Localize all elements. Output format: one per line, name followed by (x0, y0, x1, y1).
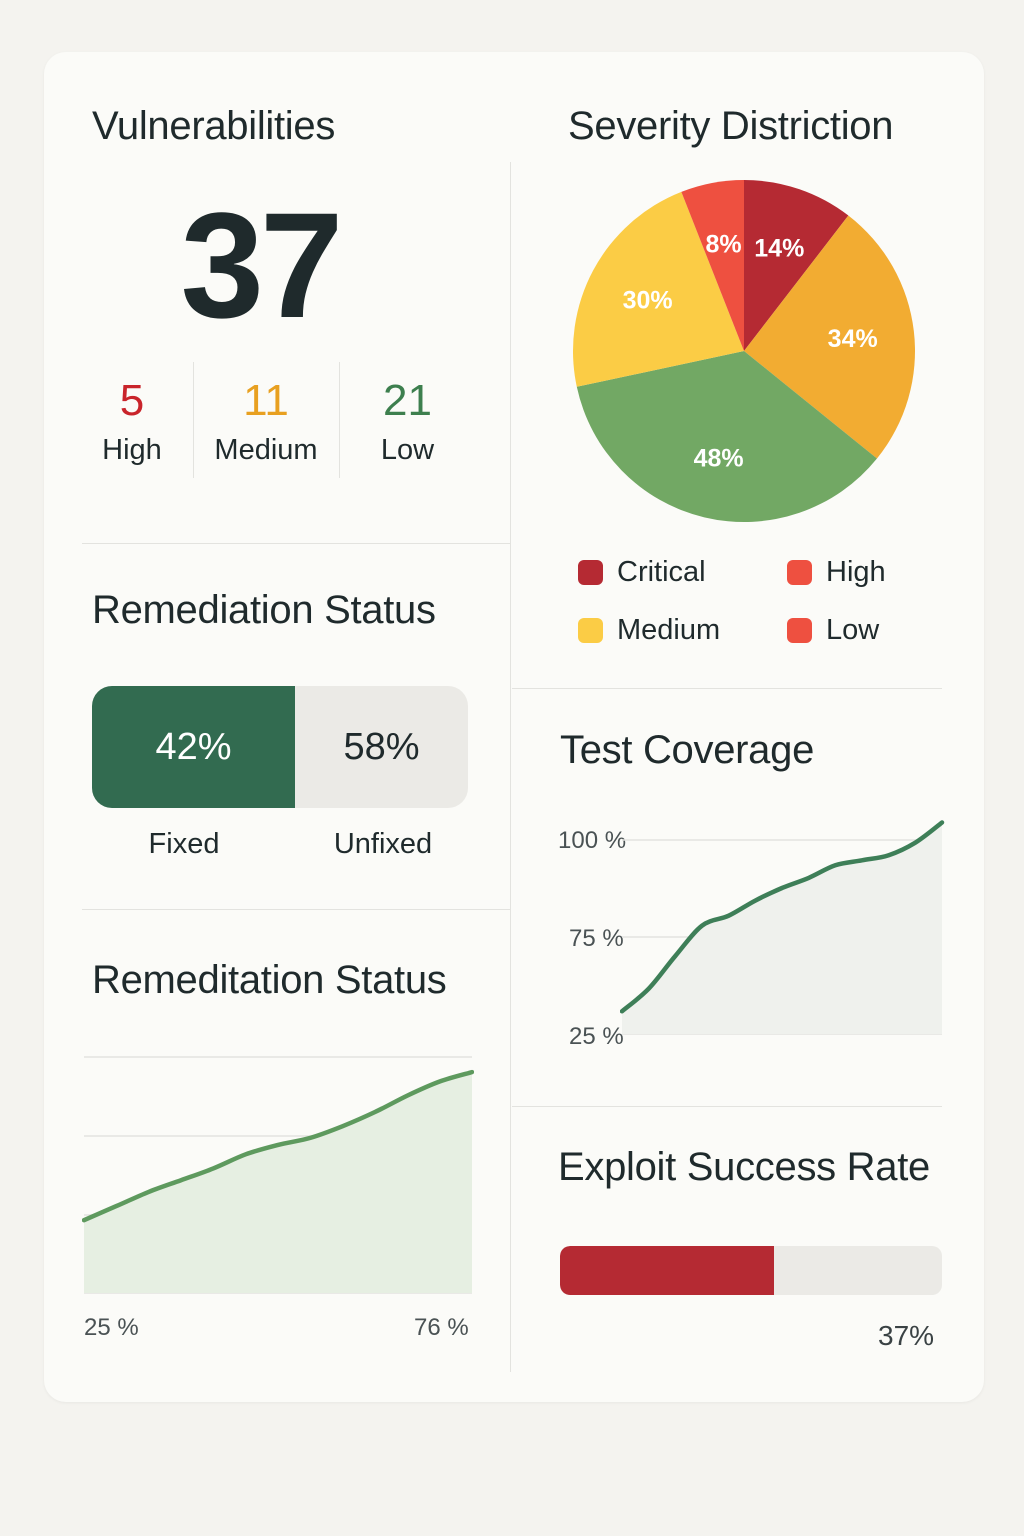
legend-medium: Medium (578, 614, 720, 647)
coverage-y-label-25: 25 % (569, 1023, 624, 1050)
exploit-success-value: 37% (878, 1320, 935, 1351)
legend-critical-label: Critical (617, 556, 706, 588)
severity-pie-chart: 14% 34% 48% 30% 8% (572, 180, 916, 523)
pie-slice-label: 8% (706, 231, 742, 259)
pie-slice (572, 191, 744, 387)
severity-medium-count: 11 (243, 376, 289, 425)
test-coverage-chart (620, 820, 945, 1035)
remediation-fixed-segment: 42% (92, 686, 296, 808)
severity-medium-stat: 11 Medium (202, 376, 330, 470)
legend-high-label: High (826, 556, 886, 588)
stat-separator (193, 362, 194, 478)
legend-critical: Critical (578, 556, 706, 589)
exploit-success-fill (560, 1246, 774, 1295)
legend-medium-label: Medium (617, 614, 721, 646)
severity-high-stat: 5 High (82, 376, 182, 470)
coverage-y-label-75: 75 % (569, 925, 624, 952)
remediation-unfixed-segment: 58% (343, 725, 420, 768)
legend-low-label: Low (826, 614, 880, 646)
exploit-success-title: Exploit Success Rate (558, 1145, 930, 1189)
remediation-x-start-label: 25 % (84, 1314, 139, 1341)
coverage-y-label-100: 100 % (558, 827, 627, 854)
remediation-unfixed-label: Unfixed (333, 828, 433, 860)
legend-high-swatch (787, 560, 812, 585)
severity-low-count: 21 (383, 376, 432, 425)
area-fill (84, 1072, 472, 1293)
severity-medium-label: Medium (214, 434, 318, 466)
section-divider (82, 909, 510, 910)
severity-distribution-title: Severity Distriction (568, 104, 894, 148)
exploit-success-bar (560, 1246, 942, 1295)
legend-low: Low (787, 614, 879, 647)
vulnerabilities-title: Vulnerabilities (92, 104, 336, 148)
remediation-fixed-label: Fixed (148, 828, 220, 860)
section-divider (512, 688, 942, 689)
severity-low-stat: 21 Low (350, 376, 465, 470)
severity-low-label: Low (380, 434, 435, 466)
series-line (82, 1069, 474, 1223)
series-line (620, 820, 945, 1014)
vulnerabilities-total: 37 (180, 181, 344, 349)
pie-slice-label: 48% (694, 444, 744, 472)
pie-slice (744, 215, 916, 459)
pie-slice (576, 351, 877, 523)
legend-critical-swatch (578, 560, 603, 585)
test-coverage-title: Test Coverage (560, 728, 815, 772)
remediation-trend-chart (82, 1056, 474, 1294)
legend-low-swatch (787, 618, 812, 643)
pie-slice (681, 180, 744, 351)
legend-high: High (787, 556, 886, 589)
severity-high-label: High (102, 434, 162, 466)
severity-high-count: 5 (119, 376, 145, 425)
stat-separator (339, 362, 340, 478)
column-divider (510, 162, 511, 1372)
pie-slice-label: 34% (828, 325, 878, 353)
pie-slice (744, 180, 849, 351)
remediation-x-end-label: 76 % (414, 1314, 469, 1341)
remediation-trend-title: Remeditation Status (92, 958, 447, 1002)
pie-slice-label: 30% (623, 286, 673, 314)
section-divider (82, 543, 510, 544)
area-fill (622, 822, 942, 1034)
legend-medium-swatch (578, 618, 603, 643)
remediation-status-title: Remediation Status (92, 588, 436, 632)
section-divider (512, 1106, 942, 1107)
pie-slice-label: 14% (754, 234, 804, 262)
remediation-progress-bar: 42% 58% (92, 686, 468, 808)
